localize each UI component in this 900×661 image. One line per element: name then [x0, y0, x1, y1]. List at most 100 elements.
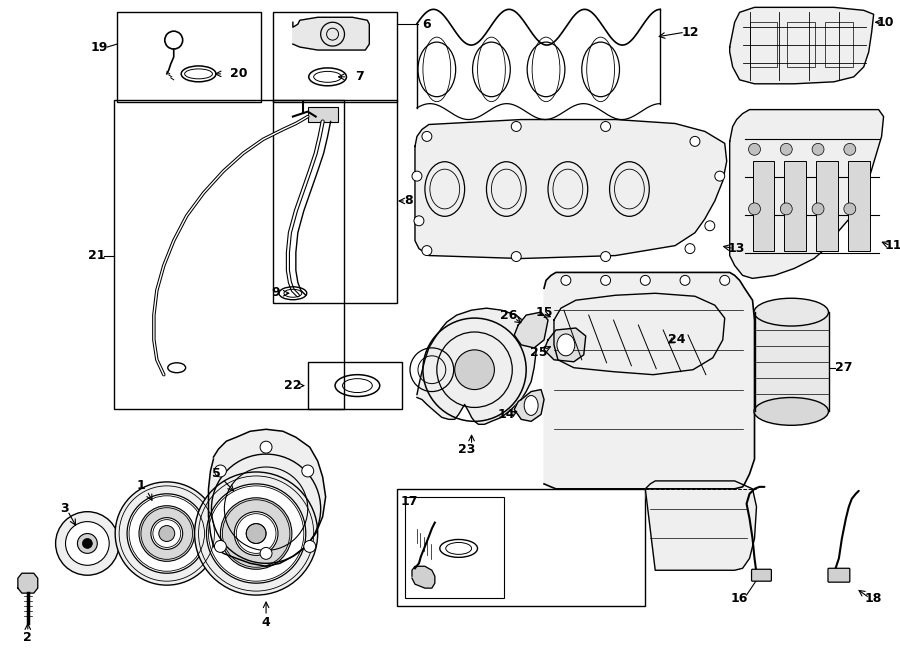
Circle shape [715, 171, 724, 181]
Text: 4: 4 [262, 616, 270, 629]
Circle shape [214, 465, 227, 477]
Bar [114, 100, 345, 409]
Text: 15: 15 [536, 305, 553, 319]
Circle shape [127, 494, 206, 573]
Ellipse shape [754, 298, 829, 326]
Polygon shape [18, 573, 38, 593]
Circle shape [56, 512, 119, 575]
Bar [848, 161, 869, 251]
Bar [784, 161, 806, 251]
Circle shape [422, 132, 432, 141]
Text: 10: 10 [877, 16, 895, 28]
Polygon shape [514, 312, 548, 348]
Circle shape [247, 524, 266, 543]
Circle shape [600, 276, 610, 286]
Circle shape [194, 472, 318, 595]
Bar [825, 22, 853, 67]
Circle shape [83, 539, 93, 549]
Text: 19: 19 [91, 40, 108, 54]
Bar [308, 362, 402, 409]
Text: 18: 18 [865, 592, 882, 605]
Circle shape [720, 276, 730, 286]
Circle shape [151, 518, 183, 549]
Circle shape [780, 203, 792, 215]
Circle shape [304, 541, 316, 553]
Bar [600, 310, 658, 379]
Polygon shape [544, 328, 586, 362]
Text: 12: 12 [681, 26, 698, 39]
Circle shape [511, 252, 521, 262]
Polygon shape [415, 120, 726, 258]
Polygon shape [730, 110, 884, 278]
Text: 26: 26 [500, 309, 517, 322]
Polygon shape [645, 481, 757, 570]
Bar [273, 13, 397, 102]
Polygon shape [417, 308, 536, 424]
Circle shape [812, 203, 824, 215]
Bar [752, 161, 774, 251]
Bar [608, 318, 652, 373]
Text: 13: 13 [728, 242, 745, 255]
Ellipse shape [524, 395, 538, 415]
Text: 25: 25 [530, 346, 548, 360]
Text: 7: 7 [355, 70, 364, 83]
Bar [117, 13, 261, 102]
Text: 11: 11 [885, 239, 900, 252]
Text: 1: 1 [137, 479, 145, 492]
Circle shape [600, 252, 610, 262]
Bar [750, 22, 778, 67]
Circle shape [454, 350, 494, 389]
Circle shape [705, 221, 715, 231]
Polygon shape [209, 429, 326, 566]
Polygon shape [544, 272, 754, 489]
Circle shape [139, 506, 194, 561]
Ellipse shape [754, 397, 829, 425]
Text: 27: 27 [835, 361, 852, 374]
Circle shape [158, 525, 175, 541]
Circle shape [220, 498, 292, 569]
Circle shape [77, 533, 97, 553]
Circle shape [302, 465, 314, 477]
Bar [308, 106, 338, 122]
Polygon shape [730, 7, 874, 84]
Circle shape [749, 203, 760, 215]
Bar [397, 489, 645, 606]
Text: 2: 2 [23, 631, 32, 644]
Circle shape [749, 143, 760, 155]
Polygon shape [292, 17, 369, 50]
Polygon shape [554, 293, 724, 375]
Circle shape [214, 541, 227, 553]
FancyBboxPatch shape [828, 568, 850, 582]
Circle shape [412, 171, 422, 181]
Text: 20: 20 [230, 67, 247, 81]
Circle shape [600, 122, 610, 132]
Circle shape [780, 143, 792, 155]
Circle shape [422, 246, 432, 256]
Text: 9: 9 [272, 286, 280, 299]
Bar [788, 22, 815, 67]
Circle shape [206, 484, 306, 583]
Bar [754, 312, 829, 411]
Circle shape [561, 276, 571, 286]
Circle shape [812, 143, 824, 155]
Circle shape [260, 547, 272, 559]
Polygon shape [412, 566, 435, 588]
Circle shape [115, 482, 219, 585]
Circle shape [685, 244, 695, 254]
Circle shape [844, 203, 856, 215]
Text: 14: 14 [498, 408, 515, 421]
Bar [816, 161, 838, 251]
Bar [273, 100, 397, 303]
Bar [594, 302, 665, 387]
FancyBboxPatch shape [752, 569, 771, 581]
Circle shape [640, 276, 651, 286]
Text: 17: 17 [400, 495, 418, 508]
Text: 16: 16 [731, 592, 748, 605]
Ellipse shape [557, 334, 575, 356]
Text: 3: 3 [60, 502, 68, 515]
Circle shape [234, 512, 278, 555]
Text: 6: 6 [423, 18, 431, 30]
Text: 8: 8 [405, 194, 413, 208]
Text: 22: 22 [284, 379, 302, 392]
Circle shape [844, 143, 856, 155]
